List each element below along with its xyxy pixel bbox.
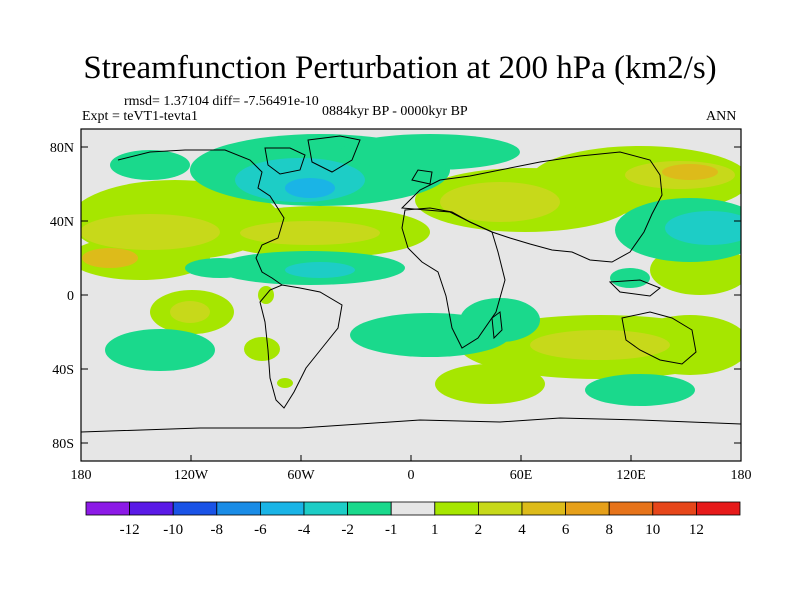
colorbar-swatch	[696, 501, 741, 516]
colorbar-swatch	[390, 501, 436, 516]
contour-fills	[81, 134, 741, 433]
colorbar-label: -10	[163, 522, 183, 538]
ticks	[81, 146, 741, 461]
expt-text: Expt = teVT1-tevta1	[82, 109, 198, 124]
season-label: ANN	[706, 109, 737, 124]
lon-label: 60W	[287, 468, 315, 483]
colorbar-swatch	[216, 501, 261, 516]
colorbar-swatch	[172, 501, 218, 516]
colorbar-label: -1	[385, 522, 398, 538]
lat-label: 40S	[52, 363, 74, 378]
colorbar-label: -2	[341, 522, 354, 538]
colorbar-label: 2	[475, 522, 483, 538]
colorbar-label: 4	[518, 522, 526, 538]
lon-label: 60E	[510, 468, 533, 483]
colorbar-label: -8	[211, 522, 224, 538]
chart-title: Streamfunction Perturbation at 200 hPa (…	[83, 50, 717, 86]
fill-negative-4	[285, 178, 335, 198]
colorbar-label: 1	[431, 522, 439, 538]
colorbar-label: -12	[120, 522, 140, 538]
colorbar-label: 6	[562, 522, 570, 538]
colorbar-label: -6	[254, 522, 267, 538]
colorbar-swatch	[347, 501, 392, 516]
lat-label: 40N	[50, 215, 74, 230]
latitude-labels: 80N 40N 0 40S 80S	[50, 141, 74, 452]
colorbar-label: -4	[298, 522, 311, 538]
longitude-labels: 180 120W 60W 0 60E 120E 180	[71, 468, 752, 483]
colorbar-label: 10	[645, 522, 660, 538]
colorbar-swatch	[129, 501, 174, 516]
lon-label: 180	[71, 468, 92, 483]
rmsd-text: rmsd= 1.37104 diff= -7.56491e-10	[124, 94, 319, 109]
colorbar-swatch	[434, 501, 479, 516]
period-text: 0884kyr BP - 0000kyr BP	[322, 104, 468, 119]
fill-positive-4	[82, 164, 718, 268]
colorbar-swatch	[652, 501, 697, 516]
colorbar-swatch	[303, 501, 348, 516]
lon-label: 0	[408, 468, 415, 483]
lat-label: 80N	[50, 141, 74, 156]
lat-label: 80S	[52, 437, 74, 452]
colorbar-swatch	[565, 501, 610, 516]
lon-label: 120E	[616, 468, 646, 483]
colorbar-swatch	[521, 501, 566, 516]
colorbar-swatch	[85, 501, 130, 516]
colorbar-swatch	[259, 501, 305, 516]
colorbar-label: 12	[689, 522, 704, 538]
coastlines	[81, 135, 741, 433]
colorbar-label: 8	[605, 522, 613, 538]
lat-label: 0	[67, 289, 74, 304]
colorbar: -12 -10 -8 -6 -4 -2 -1 1 2 4 6 8 10 12	[85, 501, 741, 538]
lon-label: 120W	[174, 468, 209, 483]
lon-label: 180	[731, 468, 752, 483]
colorbar-swatch	[608, 501, 654, 516]
colorbar-swatch	[477, 501, 523, 516]
